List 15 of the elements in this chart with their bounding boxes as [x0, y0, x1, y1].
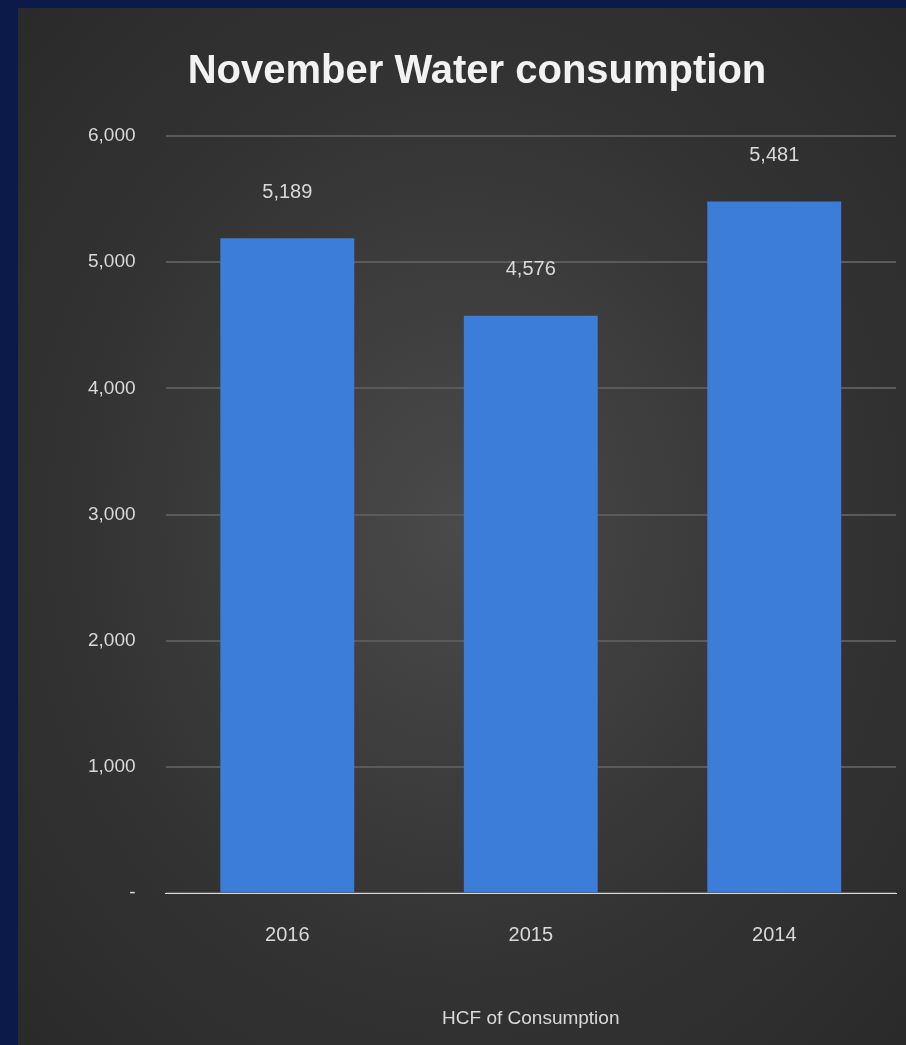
data-label: 5,189	[262, 179, 313, 202]
x-tick-label: 2016	[265, 922, 310, 945]
y-tick-label: 1,000	[88, 755, 136, 777]
y-tick-label: 6,000	[88, 124, 136, 146]
y-tick-label: -	[129, 881, 136, 903]
y-tick-label: 3,000	[88, 502, 136, 524]
x-tick-label: 2015	[508, 922, 554, 945]
chart-title: November Water consumption	[187, 47, 767, 92]
y-tick-label: 2,000	[88, 629, 136, 651]
data-label: 5,481	[749, 143, 800, 166]
x-tick-label: 2014	[752, 922, 797, 945]
y-tick-label: 4,000	[88, 376, 136, 398]
data-label: 4,576	[505, 257, 556, 280]
y-tick-label: 5,000	[88, 250, 136, 272]
x-axis-title: HCF of Consumption	[442, 1006, 620, 1028]
